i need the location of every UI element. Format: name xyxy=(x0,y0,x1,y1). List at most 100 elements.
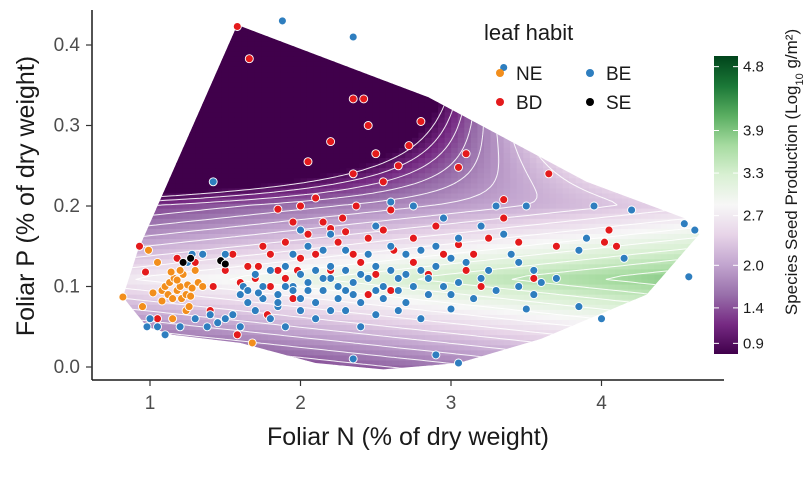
surface-cell xyxy=(529,213,538,219)
surface-cell xyxy=(254,177,262,184)
surface-cell xyxy=(169,334,177,341)
surface-cell xyxy=(562,344,570,351)
surface-cell xyxy=(405,116,413,123)
surface-cell xyxy=(122,76,125,83)
surface-cell xyxy=(398,213,406,219)
surface-cell xyxy=(365,268,374,275)
surface-cell xyxy=(156,203,164,209)
surface-cell xyxy=(405,96,413,103)
surface-cell xyxy=(549,289,557,295)
surface-cell xyxy=(372,111,380,118)
surface-cell xyxy=(352,46,361,52)
surface-cell xyxy=(556,223,564,229)
surface-cell xyxy=(457,172,465,179)
surface-cell xyxy=(477,96,485,103)
surface-cell xyxy=(510,228,518,234)
surface-cell xyxy=(234,41,243,47)
surface-cell xyxy=(497,304,505,310)
surface-cell xyxy=(221,349,229,356)
surface-cell xyxy=(195,71,203,78)
surface-cell xyxy=(569,197,577,204)
surface-cell xyxy=(215,197,223,204)
surface-cell xyxy=(444,101,452,108)
surface-cell xyxy=(149,106,157,113)
surface-cell xyxy=(339,101,347,108)
surface-cell xyxy=(254,283,262,290)
surface-cell xyxy=(569,370,576,376)
surface-cell xyxy=(326,208,334,214)
surface-cell xyxy=(320,197,328,204)
surface-cell xyxy=(339,61,347,67)
surface-cell xyxy=(136,299,144,305)
surface-cell xyxy=(215,354,223,361)
surface-cell xyxy=(333,86,341,93)
surface-cell xyxy=(359,370,366,376)
surface-cell xyxy=(516,197,524,204)
surface-cell xyxy=(202,111,210,118)
surface-cell xyxy=(372,116,380,123)
surface-cell xyxy=(122,314,125,320)
surface-cell xyxy=(556,370,563,376)
surface-cell xyxy=(529,192,538,199)
surface-cell xyxy=(274,172,282,179)
surface-cell xyxy=(346,167,354,174)
surface-cell xyxy=(490,116,498,123)
surface-cell xyxy=(451,182,459,189)
surface-cell xyxy=(346,81,354,88)
surface-cell xyxy=(130,71,138,78)
surface-cell xyxy=(333,157,341,164)
surface-cell xyxy=(359,208,367,214)
surface-cell xyxy=(247,86,256,93)
surface-cell xyxy=(300,46,308,52)
surface-cell xyxy=(261,364,269,370)
surface-cell xyxy=(313,334,321,341)
surface-cell xyxy=(464,243,472,250)
surface-cell xyxy=(320,101,328,108)
surface-cell xyxy=(274,152,282,159)
surface-cell xyxy=(359,223,367,229)
surface-cell xyxy=(549,294,557,300)
surface-cell xyxy=(169,147,177,154)
surface-cell xyxy=(372,132,380,138)
surface-cell xyxy=(490,132,498,138)
surface-cell xyxy=(562,147,570,154)
surface-cell xyxy=(215,127,223,133)
surface-cell xyxy=(182,25,190,32)
surface-cell xyxy=(490,177,498,184)
surface-cell xyxy=(385,344,393,351)
surface-cell xyxy=(398,36,406,42)
surface-cell xyxy=(372,61,380,67)
surface-cell xyxy=(392,56,400,62)
surface-cell xyxy=(424,187,433,194)
surface-cell xyxy=(215,46,223,52)
surface-cell xyxy=(379,30,387,37)
surface-cell xyxy=(215,71,223,78)
surface-cell xyxy=(542,51,551,57)
surface-cell xyxy=(523,142,531,148)
surface-cell xyxy=(575,162,583,169)
surface-cell xyxy=(156,142,164,148)
surface-cell xyxy=(162,253,170,260)
surface-cell xyxy=(451,132,459,138)
surface-cell xyxy=(569,248,577,255)
surface-cell xyxy=(339,339,347,346)
surface-cell xyxy=(424,208,433,214)
surface-cell xyxy=(365,263,374,270)
surface-cell xyxy=(228,208,236,214)
surface-cell xyxy=(169,66,177,73)
surface-cell xyxy=(241,46,249,52)
surface-cell xyxy=(444,41,452,47)
surface-cell xyxy=(333,334,341,341)
surface-cell xyxy=(241,268,249,275)
surface-cell xyxy=(122,172,125,179)
surface-cell xyxy=(477,243,485,250)
surface-cell xyxy=(123,248,131,255)
surface-cell xyxy=(123,213,131,219)
surface-cell xyxy=(444,71,452,78)
surface-cell xyxy=(182,122,190,128)
surface-cell xyxy=(503,289,511,295)
surface-cell xyxy=(122,91,125,98)
surface-cell xyxy=(300,218,308,224)
surface-cell xyxy=(287,127,295,133)
surface-cell xyxy=(516,177,524,184)
